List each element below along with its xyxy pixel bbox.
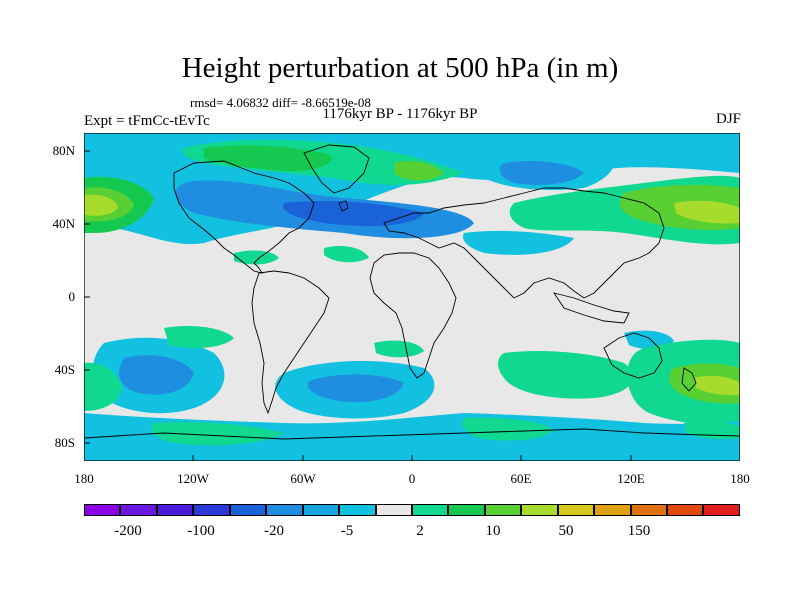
lon-label: 0	[408, 471, 416, 486]
colorbar-swatch	[84, 504, 121, 516]
colorbar-swatch	[557, 504, 595, 516]
colorbar-swatch	[339, 504, 376, 516]
colorbar-swatch	[703, 504, 740, 516]
colorbar-label: -20	[264, 523, 284, 539]
colorbar-swatch	[156, 504, 194, 516]
stats-text: rmsd= 4.06832 diff= -8.66519e-08	[190, 95, 371, 110]
contour-map	[84, 133, 740, 461]
colorbar-swatch	[193, 504, 230, 516]
colorbar-label: -200	[114, 523, 142, 539]
colorbar-swatch	[266, 504, 303, 516]
map-title: Height perturbation at 500 hPa (in m)	[181, 52, 619, 84]
colorbar-swatch	[229, 504, 267, 516]
contour-fill	[84, 133, 740, 461]
colorbar-label: 50	[558, 523, 574, 539]
colorbar-label: 150	[627, 523, 651, 539]
experiment-label: Expt = tFmCc-tEvTc	[84, 113, 210, 129]
colorbar-swatch	[630, 504, 667, 516]
lat-label: 40N	[52, 216, 75, 231]
colorbar-swatch	[302, 504, 340, 516]
colorbar-label: -100	[187, 523, 215, 539]
coastlines	[84, 144, 740, 440]
lon-label: 60W	[290, 471, 316, 486]
colorbar-swatch	[375, 504, 412, 516]
lat-label: 40S	[54, 362, 75, 377]
colorbar-swatch	[484, 504, 522, 516]
lon-label: 180	[730, 471, 750, 486]
colorbar-label: -5	[340, 523, 354, 539]
season-label: DJF	[715, 111, 741, 127]
colorbar-label: 2	[416, 523, 424, 539]
lon-label: 180	[74, 471, 94, 486]
colorbar-swatch	[667, 504, 704, 516]
lat-label: 0	[68, 289, 76, 304]
colorbar-swatch	[594, 504, 631, 516]
colorbar-swatch	[411, 504, 449, 516]
lat-label: 80S	[54, 435, 75, 450]
colorbar-swatch	[448, 504, 485, 516]
colorbar-swatch	[521, 504, 558, 516]
lat-label: 80N	[52, 143, 75, 158]
colorbar-label: 10	[485, 523, 501, 539]
lon-label: 120W	[177, 471, 209, 486]
colorbar	[84, 504, 740, 516]
lon-label: 60E	[510, 471, 532, 486]
colorbar-swatch	[120, 504, 157, 516]
period-label: 1176kyr BP - 1176kyr BP	[322, 106, 478, 122]
lon-label: 120E	[617, 471, 645, 486]
